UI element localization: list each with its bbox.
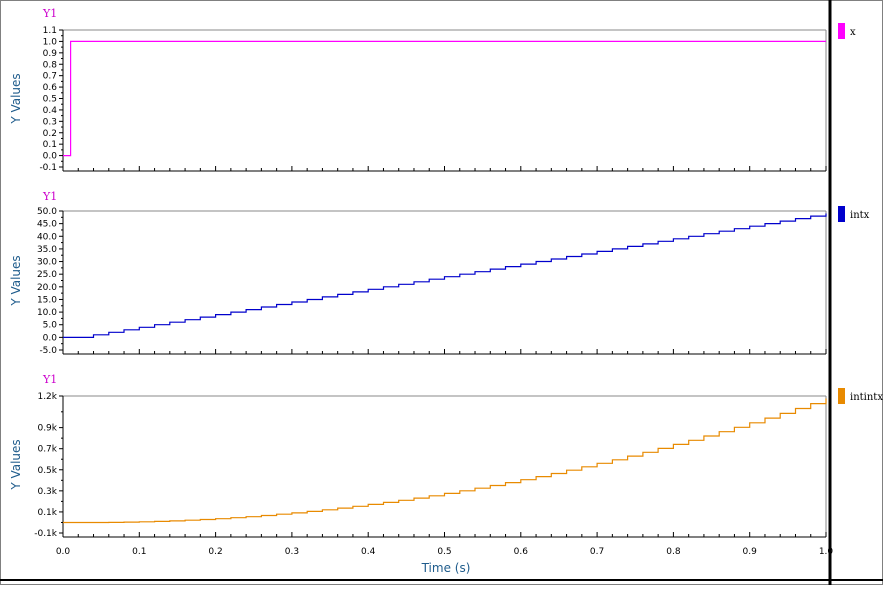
y-tick-label: 20.0 bbox=[37, 283, 57, 293]
series-line-intx bbox=[63, 213, 827, 338]
x-tick-label: 0.1 bbox=[132, 547, 146, 557]
plot-tag: Y1 bbox=[42, 7, 57, 20]
y-tick-label: 0.1k bbox=[37, 508, 57, 518]
y-tick-label: 0.9 bbox=[43, 49, 58, 59]
x-tick-label: 0.7 bbox=[590, 547, 604, 557]
y-tick-label: 1.0 bbox=[43, 37, 58, 47]
plot-panel-2: 50.0 45.0 40.0 35.0 30.0 25.0 20.0 15.0 10.0 5.0 0… bbox=[9, 190, 870, 356]
x-tick-label: 0.3 bbox=[285, 547, 299, 557]
legend-label-intx[interactable]: intx bbox=[850, 210, 870, 221]
y-tick-label: 15.0 bbox=[37, 295, 57, 305]
y-tick-label: 1.2k bbox=[37, 392, 57, 402]
y-tick-label: 1.1 bbox=[43, 26, 57, 36]
y-tick-label: 0.7k bbox=[37, 445, 57, 455]
y-tick-label: 0.7 bbox=[43, 72, 57, 82]
y-tick-label: 45.0 bbox=[37, 220, 57, 230]
plot-tag: Y1 bbox=[42, 373, 57, 386]
x-tick-label: 0.5 bbox=[437, 547, 451, 557]
y-tick-label: 35.0 bbox=[37, 245, 57, 255]
legend-swatch-intintx[interactable] bbox=[838, 388, 845, 404]
x-tick-label: 0.9 bbox=[743, 547, 758, 557]
plot-tag: Y1 bbox=[42, 190, 57, 203]
y-tick-label: 5.0 bbox=[43, 321, 58, 331]
y-axis-title: Y Values bbox=[9, 439, 23, 490]
y-tick-label: 25.0 bbox=[37, 270, 57, 280]
y-tick-label: 0.1 bbox=[43, 140, 57, 150]
x-tick-label: 0.0 bbox=[56, 547, 71, 557]
y-tick-label: 30.0 bbox=[37, 258, 57, 268]
x-axis-title: Time (s) bbox=[421, 561, 471, 575]
legend-label-x[interactable]: x bbox=[850, 27, 856, 38]
y-tick-label: 0.5k bbox=[37, 466, 57, 476]
y-tick-label: 0.3k bbox=[37, 487, 57, 497]
x-tick-label: 0.2 bbox=[208, 547, 222, 557]
y-tick-label: 0.0 bbox=[43, 333, 58, 343]
y-tick-label: 0.8 bbox=[43, 60, 58, 70]
plot-panel-3: 1.2k 0.9k 0.7k 0.5k 0.3k 0.1k -0.1k Y1 Y Values i… bbox=[9, 373, 883, 539]
x-axis-labels: 0.0 0.1 0.2 0.3 0.4 0.5 0.6 0.7 0.8 0.9 1.0 bbox=[56, 547, 834, 557]
y-tick-label: 50.0 bbox=[37, 207, 57, 217]
y-tick-label: 0.4 bbox=[43, 106, 58, 116]
y-tick-label: 0.3 bbox=[43, 117, 57, 127]
x-tick-label: 0.8 bbox=[666, 547, 681, 557]
y-tick-label: 40.0 bbox=[37, 232, 57, 242]
legend-label-intintx[interactable]: intintx bbox=[850, 392, 883, 403]
y-axis-title: Y Values bbox=[9, 73, 23, 124]
y-tick-label: 0.5 bbox=[43, 95, 57, 105]
x-tick-label: 0.6 bbox=[514, 547, 529, 557]
y-axis-title: Y Values bbox=[9, 255, 23, 306]
y-tick-label: 0.0 bbox=[43, 152, 58, 162]
y-tick-label: 0.9k bbox=[37, 424, 57, 434]
legend-swatch-intx[interactable] bbox=[838, 206, 845, 222]
x-tick-label: 1.0 bbox=[819, 547, 834, 557]
y-tick-label: 0.6 bbox=[43, 83, 58, 93]
plot-panel-1: 1.11.0 0.90.8 0.70.6 0.50.40.3 0.20.1 0.0-0.1… bbox=[9, 7, 856, 173]
y-tick-label: -0.1k bbox=[34, 529, 58, 539]
x-tick-label: 0.4 bbox=[361, 547, 376, 557]
y-tick-label: 10.0 bbox=[37, 308, 57, 318]
y-tick-label: -5.0 bbox=[39, 346, 57, 356]
y-tick-label: -0.1 bbox=[39, 163, 57, 173]
y-tick-label: 0.2 bbox=[43, 129, 57, 139]
series-line-intintx bbox=[63, 398, 827, 524]
legend-swatch-x[interactable] bbox=[838, 23, 845, 39]
series-line-x bbox=[63, 40, 826, 157]
